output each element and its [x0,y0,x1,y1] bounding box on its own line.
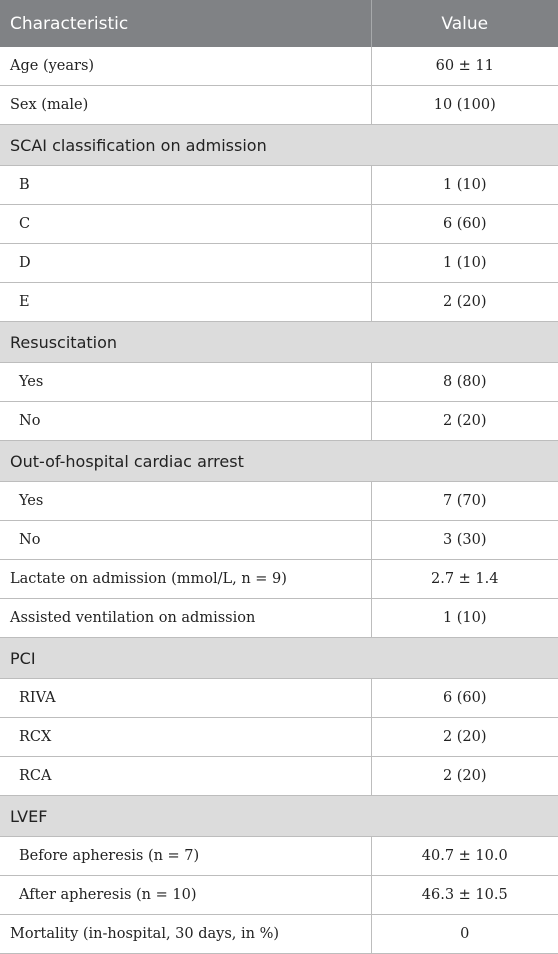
characteristic-cell: Before apheresis (n = 7) [0,836,372,876]
characteristic-cell: RIVA [0,678,372,718]
characteristic-cell: Yes [0,362,372,402]
value-cell: 46.3 ± 10.5 [371,875,558,915]
characteristic-cell: After apheresis (n = 10) [0,875,372,915]
characteristic-cell: Yes [0,481,372,521]
table-row: No 2 (20) [0,401,558,441]
value-cell: 0 [371,914,558,954]
table-row: RCX 2 (20) [0,717,558,757]
table-row: Yes 8 (80) [0,362,558,402]
value-cell: 2 (20) [371,756,558,796]
value-cell: 3 (30) [371,520,558,560]
table-row: Mortality (in-hospital, 30 days, in %) 0 [0,914,558,954]
value-cell: 1 (10) [371,598,558,638]
section-label: LVEF [0,795,558,837]
characteristic-cell: E [0,282,372,322]
table-row: Lactate on admission (mmol/L, n = 9) 2.7 … [0,559,558,599]
section-header-row: LVEF [0,795,558,837]
value-cell: 10 (100) [371,85,558,125]
value-cell: 60 ± 11 [371,47,558,86]
section-label: SCAI classification on admission [0,124,558,166]
value-cell: 6 (60) [371,678,558,718]
table-row: RIVA 6 (60) [0,678,558,718]
table-row: Age (years) 60 ± 11 [0,47,558,86]
value-cell: 7 (70) [371,481,558,521]
value-cell: 6 (60) [371,204,558,244]
value-cell: 8 (80) [371,362,558,402]
characteristic-cell: Sex (male) [0,85,372,125]
characteristic-cell: RCX [0,717,372,757]
table-row: RCA 2 (20) [0,756,558,796]
section-header-row: Resuscitation [0,321,558,363]
table-row: Yes 7 (70) [0,481,558,521]
characteristic-cell: Assisted ventilation on admission [0,598,372,638]
table-body: Age (years) 60 ± 11 Sex (male) 10 (100) SCAI… [0,47,558,954]
characteristic-cell: RCA [0,756,372,796]
characteristic-cell: No [0,520,372,560]
section-label: Out-of-hospital cardiac arrest [0,440,558,482]
characteristic-cell: Age (years) [0,47,372,86]
value-cell: 40.7 ± 10.0 [371,836,558,876]
value-cell: 1 (10) [371,165,558,205]
section-label: PCI [0,637,558,679]
characteristic-cell: C [0,204,372,244]
table-row: Sex (male) 10 (100) [0,85,558,125]
characteristic-cell: D [0,243,372,283]
section-header-row: PCI [0,637,558,679]
value-cell: 2 (20) [371,717,558,757]
table-row: Assisted ventilation on admission 1 (10) [0,598,558,638]
section-label: Resuscitation [0,321,558,363]
characteristic-cell: Mortality (in-hospital, 30 days, in %) [0,914,372,954]
header-characteristic: Characteristic [0,0,372,47]
section-header-row: SCAI classification on admission [0,124,558,166]
header-value: Value [371,0,558,47]
value-cell: 2.7 ± 1.4 [371,559,558,599]
value-cell: 1 (10) [371,243,558,283]
value-cell: 2 (20) [371,401,558,441]
section-header-row: Out-of-hospital cardiac arrest [0,440,558,482]
table-header-row: Characteristic Value [0,0,558,47]
characteristic-cell: Lactate on admission (mmol/L, n = 9) [0,559,372,599]
table-row: Before apheresis (n = 7) 40.7 ± 10.0 [0,836,558,876]
value-cell: 2 (20) [371,282,558,322]
characteristic-cell: No [0,401,372,441]
characteristic-cell: B [0,165,372,205]
table-row: After apheresis (n = 10) 46.3 ± 10.5 [0,875,558,915]
table-row: No 3 (30) [0,520,558,560]
